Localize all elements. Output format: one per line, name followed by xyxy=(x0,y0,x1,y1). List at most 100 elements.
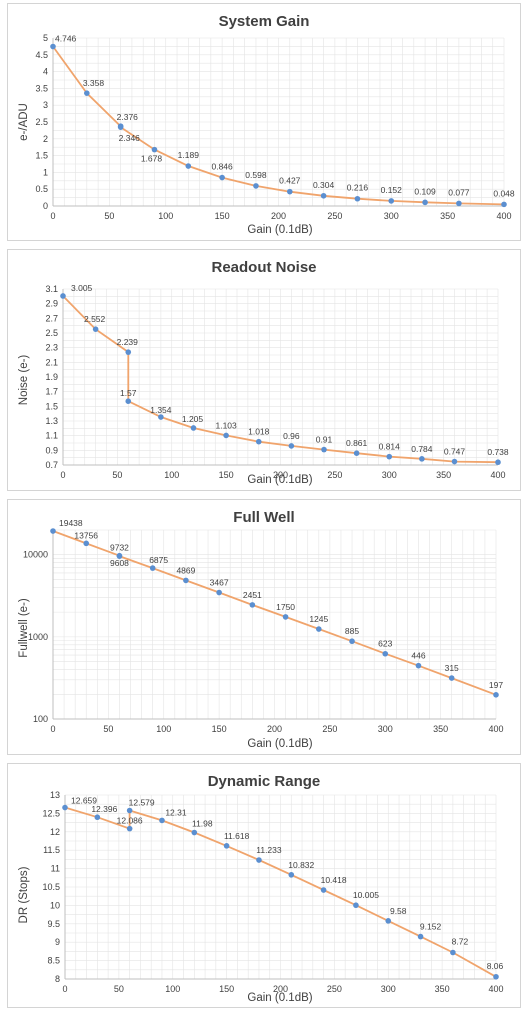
x-axis-label: Gain (0.1dB) xyxy=(247,992,312,1004)
data-point xyxy=(151,146,158,153)
x-tick-label: 150 xyxy=(219,470,234,480)
data-point xyxy=(50,43,56,50)
data-point xyxy=(419,456,425,462)
data-label: 1.018 xyxy=(248,427,270,437)
data-label: 8.06 xyxy=(487,961,504,971)
y-axis-label: Noise (e-) xyxy=(18,355,30,406)
y-tick-label: 10.5 xyxy=(42,882,60,892)
data-point xyxy=(316,626,322,632)
data-label: 0.91 xyxy=(316,435,333,445)
data-point xyxy=(415,662,422,669)
y-tick-label: 2.3 xyxy=(45,343,58,353)
data-point xyxy=(385,918,392,924)
y-tick-label: 1.7 xyxy=(45,387,58,397)
x-tick-label: 50 xyxy=(112,470,122,480)
data-label: 11.618 xyxy=(224,831,250,841)
data-point xyxy=(320,192,327,199)
y-tick-label: 10 xyxy=(50,900,60,910)
data-label: 0.109 xyxy=(414,186,436,196)
y-tick-label: 1.1 xyxy=(45,431,58,441)
x-tick-label: 250 xyxy=(322,724,337,734)
x-tick-label: 300 xyxy=(384,211,399,221)
data-label: 0.96 xyxy=(283,431,300,441)
data-point xyxy=(126,825,133,832)
chart-system-gain-svg: System Gain Gain (0.1dB) e-/ADU 0 50 100 15… xyxy=(18,13,515,236)
data-label: 0.814 xyxy=(379,442,401,452)
x-tick-label: 100 xyxy=(165,984,180,994)
data-label: 2451 xyxy=(243,590,262,600)
chart-full-well-svg: Full Well Gain (0.1dB) Fullwell (e-) 0 50… xyxy=(18,509,504,750)
data-label: 0.427 xyxy=(279,176,301,186)
chart-system-gain: System Gain Gain (0.1dB) e-/ADU 0 50 100 15… xyxy=(7,3,521,241)
data-label: 12.579 xyxy=(129,797,155,807)
data-label: 0.846 xyxy=(211,162,233,172)
data-point xyxy=(149,565,156,571)
data-label: 2.239 xyxy=(117,337,139,347)
chart-dynamic-range-svg: Dynamic Range Gain (0.1dB) DR (Stops) 0 5… xyxy=(18,773,504,1004)
data-label: 11.98 xyxy=(192,819,213,829)
y-tick-label: 2 xyxy=(43,134,48,144)
data-label: 197 xyxy=(489,680,503,690)
y-tick-label: 2.9 xyxy=(45,299,58,309)
data-point xyxy=(450,949,456,956)
x-tick-label: 200 xyxy=(273,984,288,994)
data-label: 2.346 xyxy=(119,133,141,143)
data-point xyxy=(190,425,197,431)
data-point xyxy=(223,843,230,849)
x-axis-label: Gain (0.1dB) xyxy=(247,738,312,750)
y-tick-label: 2.5 xyxy=(45,328,58,338)
data-label: 12.659 xyxy=(71,796,97,806)
data-point xyxy=(321,446,327,453)
chart-readout-noise: Readout Noise Gain (0.1dB) Noise (e-) 0 5… xyxy=(7,249,521,491)
chart-dynamic-range: Dynamic Range Gain (0.1dB) DR (Stops) 0 5… xyxy=(7,763,521,1008)
data-label: 6875 xyxy=(149,555,168,565)
y-tick-label: 13 xyxy=(50,790,60,800)
x-tick-label: 400 xyxy=(496,211,511,221)
x-tick-label: 350 xyxy=(440,211,455,221)
data-point xyxy=(451,458,458,465)
data-label: 0.861 xyxy=(346,438,368,448)
x-tick-label: 100 xyxy=(158,211,173,221)
y-tick-label: 12.5 xyxy=(42,808,60,818)
data-point xyxy=(422,199,428,206)
data-label: 1.205 xyxy=(182,414,204,424)
y-tick-label: 4 xyxy=(43,67,48,77)
y-tick-label: 9.5 xyxy=(47,919,60,929)
y-tick-label: 1.5 xyxy=(45,401,58,411)
data-label: 0.048 xyxy=(493,188,515,198)
data-point xyxy=(382,650,389,657)
data-label: 12.086 xyxy=(117,816,143,826)
data-point xyxy=(223,432,229,439)
y-tick-label: 11.5 xyxy=(43,845,60,855)
y-tick-label: 0 xyxy=(43,201,48,211)
data-point xyxy=(456,200,462,207)
data-label: 0.077 xyxy=(448,187,470,197)
data-label: 9732 xyxy=(110,543,129,553)
data-label: 12.31 xyxy=(165,807,187,817)
data-point xyxy=(320,887,327,893)
x-tick-label: 350 xyxy=(436,470,451,480)
x-tick-label: 200 xyxy=(271,211,286,221)
chart-full-well: Full Well Gain (0.1dB) Fullwell (e-) 0 50… xyxy=(7,499,521,755)
data-label: 0.784 xyxy=(411,444,433,454)
x-tick-label: 200 xyxy=(273,470,288,480)
plot-area: 0 50 100 150 200 250 300 350 400 0.7 0.9 1.1 1.3 1.5 1… xyxy=(45,283,508,480)
x-tick-label: 300 xyxy=(378,724,393,734)
chart-readout-noise-svg: Readout Noise Gain (0.1dB) Noise (e-) 0 5… xyxy=(18,259,509,486)
plot-area: 0 50 100 150 200 250 300 350 400 0 0.5 1 1.5 2 2.5 3 3.5… xyxy=(35,33,514,221)
y-tick-label: 3.1 xyxy=(45,284,58,294)
data-label: 3467 xyxy=(210,578,229,588)
x-tick-label: 300 xyxy=(382,470,397,480)
x-tick-label: 50 xyxy=(103,724,113,734)
data-label: 1.57 xyxy=(120,388,137,398)
y-tick-label: 100 xyxy=(33,714,48,724)
y-tick-label: 2.7 xyxy=(45,313,58,323)
data-point xyxy=(448,675,455,681)
data-label: 10.005 xyxy=(353,890,379,900)
data-point xyxy=(249,602,256,608)
y-tick-label: 1000 xyxy=(28,632,48,642)
data-label: 4869 xyxy=(176,565,195,575)
x-tick-label: 0 xyxy=(60,470,65,480)
x-tick-label: 50 xyxy=(114,984,124,994)
chart-title: Readout Noise xyxy=(211,259,316,276)
